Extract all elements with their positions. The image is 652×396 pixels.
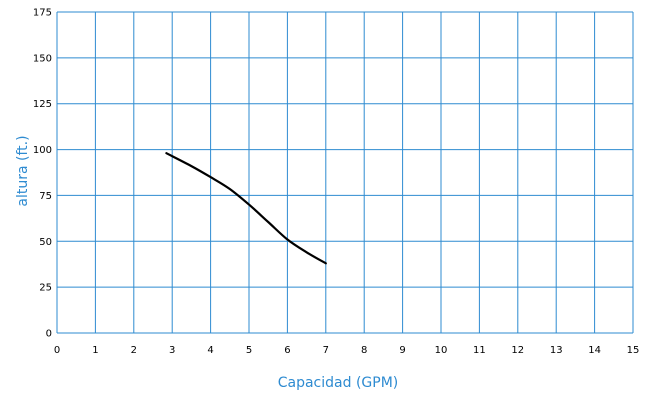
x-tick-label: 11 — [473, 345, 486, 356]
x-tick-label: 2 — [131, 345, 137, 356]
x-tick-label: 15 — [627, 345, 640, 356]
x-tick-label: 4 — [207, 345, 213, 356]
x-tick-label: 3 — [169, 345, 175, 356]
x-tick-label: 13 — [550, 345, 563, 356]
x-tick-labels: 0 1 2 3 4 5 6 7 8 9 10 11 12 13 14 15 — [54, 345, 640, 356]
x-axis-title: Capacidad (GPM) — [278, 375, 399, 391]
y-tick-label: 175 — [33, 8, 52, 19]
x-tick-label: 0 — [54, 345, 60, 356]
grid — [56, 11, 634, 334]
series — [165, 152, 327, 265]
y-tick-label: 150 — [33, 53, 52, 64]
x-tick-label: 7 — [323, 345, 329, 356]
x-tick-label: 5 — [246, 345, 252, 356]
y-tick-label: 100 — [33, 145, 52, 156]
x-tick-label: 6 — [284, 345, 290, 356]
series-line — [165, 152, 327, 265]
y-tick-label: 50 — [39, 237, 52, 248]
y-tick-label: 125 — [33, 99, 52, 110]
y-tick-labels: 0 25 50 75 100 125 150 175 — [33, 8, 52, 340]
y-axis-title: altura (ft.) — [15, 135, 31, 206]
x-tick-label: 12 — [511, 345, 524, 356]
x-tick-label: 8 — [361, 345, 367, 356]
x-tick-label: 14 — [588, 345, 601, 356]
x-tick-label: 9 — [399, 345, 405, 356]
y-tick-label: 0 — [46, 329, 52, 340]
x-tick-label: 1 — [92, 345, 98, 356]
y-tick-label: 25 — [39, 283, 52, 294]
x-tick-label: 10 — [435, 345, 448, 356]
y-tick-label: 75 — [39, 191, 52, 202]
